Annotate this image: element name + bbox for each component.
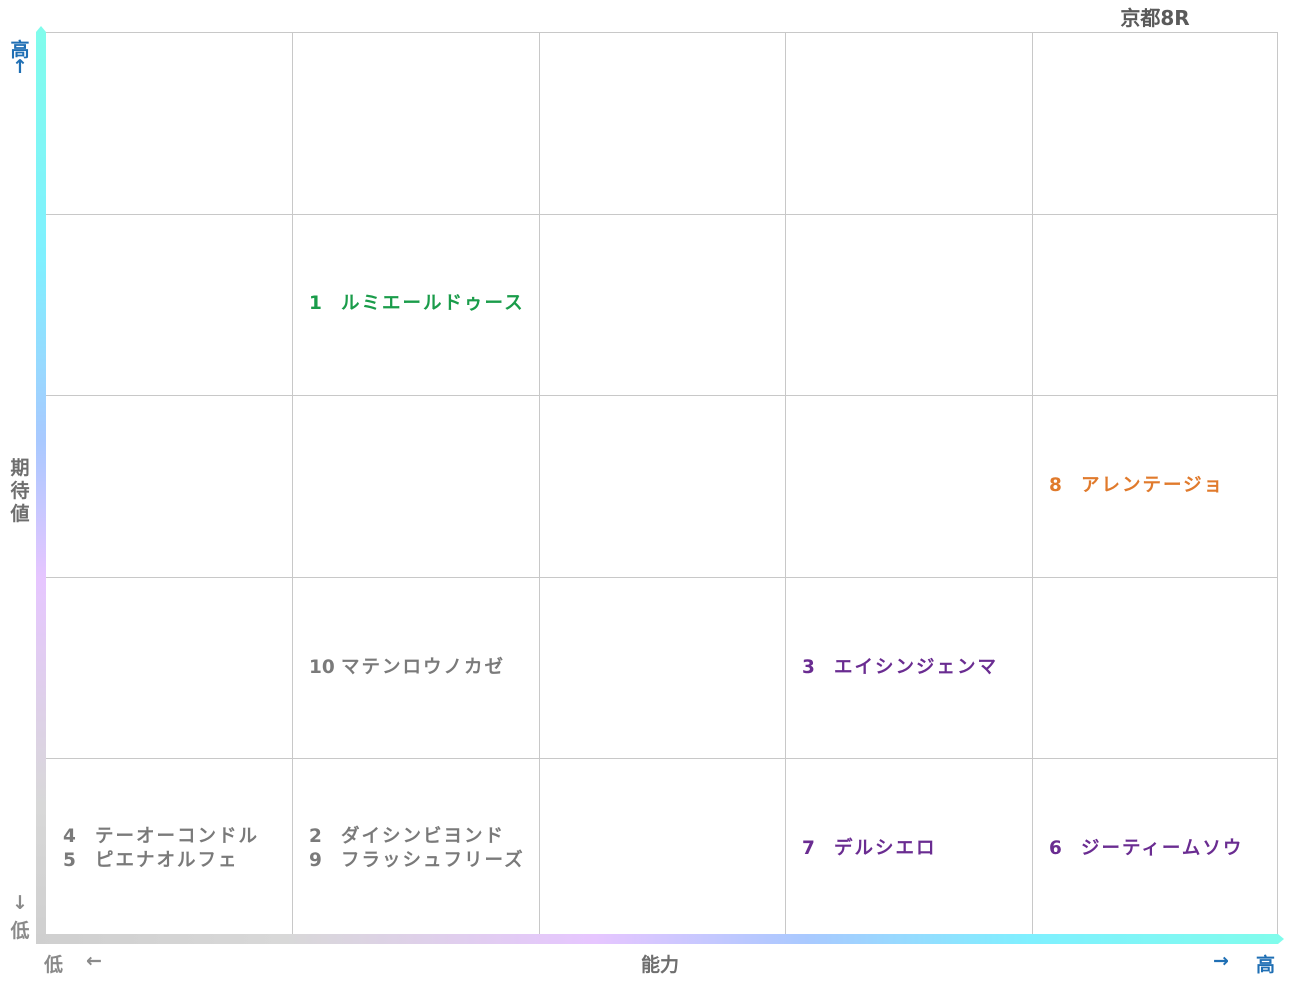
cell-entries: 6 ジーティームソウ <box>1049 837 1243 861</box>
cell-entries: 1 ルミエールドゥース <box>309 292 525 316</box>
y-axis-bar <box>36 32 46 942</box>
cell-entries: 3 エイシンジェンマ <box>802 656 998 680</box>
x-axis-cap <box>1278 934 1284 944</box>
horse-entry: 2 ダイシンビヨンド <box>309 825 525 849</box>
horse-entry: 9 フラッシュフリーズ <box>309 849 525 873</box>
horse-entry: 6 ジーティームソウ <box>1049 837 1243 861</box>
horse-number: 5 <box>63 850 76 871</box>
y-axis-label-char: 値 <box>10 503 30 525</box>
horse-entry: 1 ルミエールドゥース <box>309 292 525 316</box>
horse-number: 1 <box>309 293 322 314</box>
horse-number: 9 <box>309 850 322 871</box>
grid-lines <box>46 32 1278 940</box>
horse-name: ダイシンビヨンド <box>341 826 506 847</box>
x-low-arrow: ← <box>86 950 102 972</box>
y-axis-label-char: 待 <box>10 480 30 502</box>
horse-name: テーオーコンドル <box>95 826 260 847</box>
cell-entries: 4 テーオーコンドル 5 ピエナオルフェ <box>63 825 259 873</box>
cell-entries: 8 アレンテージョ <box>1049 474 1224 498</box>
y-low-label: 低 <box>10 920 30 942</box>
horse-name: マテンロウノカゼ <box>341 657 506 678</box>
horse-number: 4 <box>63 826 76 847</box>
y-high-arrow: ↑ <box>12 56 28 78</box>
horse-name: ジーティームソウ <box>1081 838 1244 859</box>
horse-entry: 10 マテンロウノカゼ <box>309 656 505 680</box>
x-high-label: 高 <box>1256 954 1276 976</box>
horse-number: 10 <box>309 657 335 678</box>
y-high-label: 高 <box>10 39 30 61</box>
race-title: 京都8R <box>1120 6 1190 30</box>
cell-entries: 2 ダイシンビヨンド 9 フラッシュフリーズ <box>309 825 525 873</box>
horse-entry: 3 エイシンジェンマ <box>802 656 998 680</box>
cell-entries: 10 マテンロウノカゼ <box>309 656 505 680</box>
cell-entries: 7 デルシエロ <box>802 837 937 861</box>
horse-entry: 7 デルシエロ <box>802 837 937 861</box>
x-low-label: 低 <box>44 954 64 976</box>
x-axis-bar <box>36 934 1278 944</box>
x-high-arrow: → <box>1213 950 1229 972</box>
horse-number: 2 <box>309 826 322 847</box>
horse-name: フラッシュフリーズ <box>341 850 525 871</box>
horse-number: 8 <box>1049 475 1062 496</box>
horse-name: エイシンジェンマ <box>834 657 999 678</box>
horse-number: 6 <box>1049 838 1062 859</box>
x-axis-label: 能力 <box>640 954 679 976</box>
horse-name: ピエナオルフェ <box>95 850 239 871</box>
horse-entry: 8 アレンテージョ <box>1049 474 1224 498</box>
horse-name: アレンテージョ <box>1081 475 1225 496</box>
horse-entry: 5 ピエナオルフェ <box>63 849 259 873</box>
horse-name: ルミエールドゥース <box>341 293 525 314</box>
y-axis-cap <box>36 26 46 32</box>
horse-name: デルシエロ <box>834 838 937 859</box>
horse-entry: 4 テーオーコンドル <box>63 825 259 849</box>
horse-number: 7 <box>802 838 815 859</box>
y-low-arrow: ↓ <box>12 892 28 914</box>
y-axis-label-char: 期 <box>10 457 30 479</box>
horse-number: 3 <box>802 657 815 678</box>
